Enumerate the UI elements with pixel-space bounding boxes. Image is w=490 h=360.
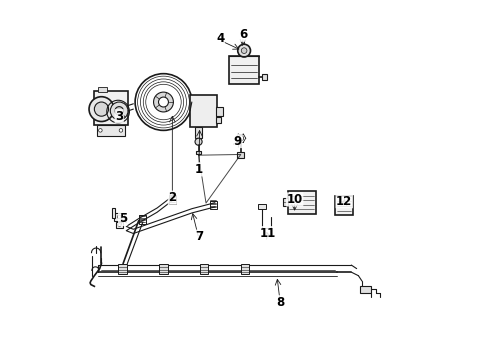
Text: 5: 5 (119, 212, 127, 225)
Text: 7: 7 (195, 230, 203, 243)
Bar (360, 285, 371, 293)
Circle shape (153, 92, 173, 112)
Text: 3: 3 (115, 110, 123, 123)
Circle shape (115, 107, 123, 115)
Circle shape (118, 215, 121, 219)
Text: 1: 1 (195, 163, 203, 176)
Circle shape (195, 138, 202, 145)
Bar (288, 191, 316, 214)
Bar (119, 264, 127, 274)
Text: 9: 9 (234, 135, 242, 148)
Text: 12: 12 (336, 195, 352, 208)
Circle shape (238, 44, 250, 57)
Circle shape (159, 97, 169, 107)
Text: 10: 10 (287, 193, 303, 206)
Bar (216, 117, 221, 123)
Bar (159, 264, 168, 274)
Text: 6: 6 (239, 28, 247, 41)
Bar (95, 91, 128, 125)
Bar (241, 264, 249, 274)
Circle shape (135, 74, 192, 130)
Bar (283, 198, 288, 206)
Bar (98, 87, 107, 92)
Bar (258, 204, 266, 209)
Bar (114, 213, 124, 221)
Text: 11: 11 (260, 227, 276, 240)
Text: 8: 8 (276, 296, 285, 309)
Bar (335, 196, 353, 215)
Text: 2: 2 (168, 191, 176, 204)
Bar (216, 107, 223, 116)
Bar (196, 151, 201, 154)
Circle shape (95, 102, 109, 116)
Bar (139, 215, 146, 224)
Text: 4: 4 (216, 32, 224, 45)
Bar (262, 74, 267, 80)
Bar (97, 125, 125, 136)
Bar (190, 95, 217, 127)
Bar (229, 56, 259, 84)
Bar (210, 201, 217, 209)
Bar (116, 222, 123, 228)
Bar (112, 208, 115, 218)
Circle shape (98, 129, 102, 132)
Circle shape (241, 48, 247, 54)
Bar (237, 152, 245, 158)
Circle shape (118, 224, 121, 226)
Circle shape (119, 129, 122, 132)
Circle shape (89, 97, 114, 122)
Circle shape (110, 102, 128, 120)
Bar (200, 264, 208, 274)
Circle shape (238, 135, 244, 141)
Bar (169, 195, 176, 204)
Bar (196, 127, 202, 138)
